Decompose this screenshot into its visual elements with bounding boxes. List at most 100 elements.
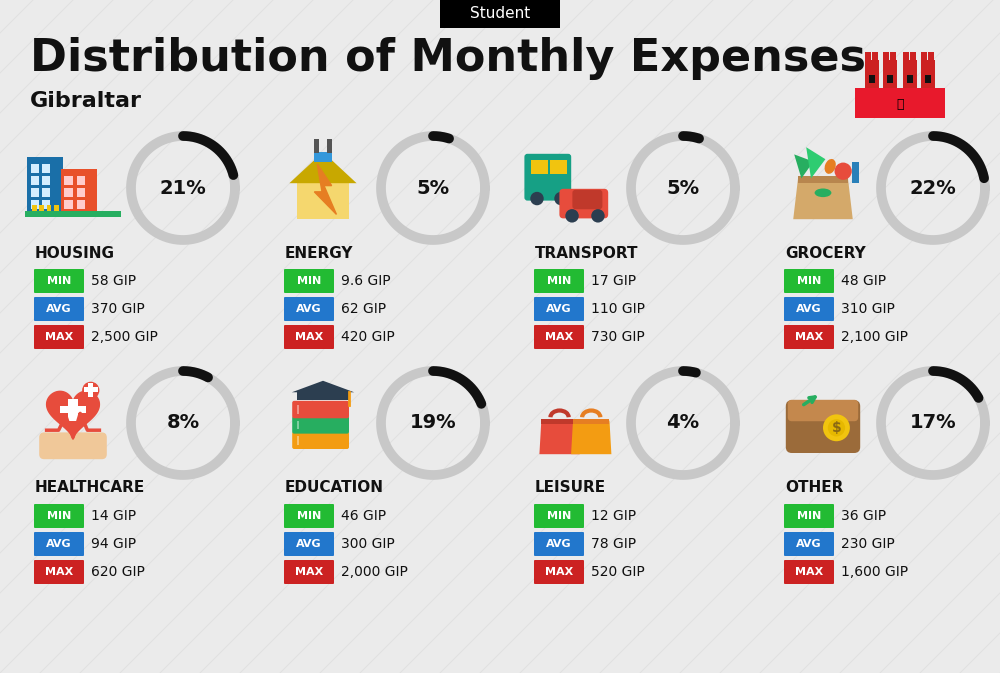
Bar <box>77 176 85 184</box>
Circle shape <box>530 192 544 205</box>
Bar <box>921 60 935 88</box>
FancyBboxPatch shape <box>784 297 834 321</box>
FancyBboxPatch shape <box>534 297 584 321</box>
Bar <box>84 388 98 392</box>
FancyBboxPatch shape <box>559 189 608 219</box>
Bar <box>550 160 567 174</box>
Ellipse shape <box>815 188 831 197</box>
Text: Distribution of Monthly Expenses: Distribution of Monthly Expenses <box>30 36 866 79</box>
Text: MAX: MAX <box>795 567 823 577</box>
Text: Gibraltar: Gibraltar <box>30 91 142 111</box>
Bar <box>297 392 349 400</box>
Bar <box>887 75 893 83</box>
Text: 21%: 21% <box>160 178 206 197</box>
Bar <box>541 419 578 424</box>
Bar <box>31 200 39 209</box>
Circle shape <box>835 163 852 180</box>
FancyBboxPatch shape <box>534 325 584 349</box>
Text: 310 GIP: 310 GIP <box>841 302 895 316</box>
Bar <box>869 75 875 83</box>
Text: 2,500 GIP: 2,500 GIP <box>91 330 158 344</box>
Bar <box>32 205 37 215</box>
Text: HOUSING: HOUSING <box>35 246 115 260</box>
Text: MIN: MIN <box>797 276 821 286</box>
FancyBboxPatch shape <box>34 269 84 293</box>
Bar <box>27 157 63 215</box>
Bar <box>39 205 44 215</box>
Text: MIN: MIN <box>47 511 71 521</box>
Polygon shape <box>292 381 354 392</box>
Text: AVG: AVG <box>296 304 322 314</box>
Bar <box>47 205 51 215</box>
Text: AVG: AVG <box>296 539 322 549</box>
Text: MAX: MAX <box>45 567 73 577</box>
Bar <box>297 183 349 219</box>
Text: 94 GIP: 94 GIP <box>91 537 136 551</box>
Text: MAX: MAX <box>295 567 323 577</box>
FancyBboxPatch shape <box>440 0 560 28</box>
Text: EDUCATION: EDUCATION <box>285 481 384 495</box>
FancyBboxPatch shape <box>534 269 584 293</box>
Text: MAX: MAX <box>545 567 573 577</box>
Bar <box>61 169 97 215</box>
Circle shape <box>823 415 850 441</box>
Text: GROCERY: GROCERY <box>785 246 866 260</box>
FancyBboxPatch shape <box>34 325 84 349</box>
Bar <box>64 176 73 184</box>
FancyBboxPatch shape <box>534 560 584 584</box>
Polygon shape <box>539 421 580 454</box>
Text: AVG: AVG <box>546 539 572 549</box>
Bar <box>883 60 897 88</box>
Bar <box>68 399 78 421</box>
Text: 2,000 GIP: 2,000 GIP <box>341 565 408 579</box>
Bar <box>865 60 879 88</box>
Text: AVG: AVG <box>796 539 822 549</box>
Text: AVG: AVG <box>546 304 572 314</box>
Bar <box>865 52 871 60</box>
Bar <box>88 383 93 396</box>
Text: 730 GIP: 730 GIP <box>591 330 645 344</box>
Text: 🔑: 🔑 <box>896 98 904 112</box>
Bar <box>314 152 332 162</box>
Text: 36 GIP: 36 GIP <box>841 509 886 523</box>
FancyBboxPatch shape <box>39 432 107 459</box>
FancyBboxPatch shape <box>784 560 834 584</box>
Bar <box>903 52 909 60</box>
Bar <box>42 188 50 197</box>
Bar <box>297 436 299 445</box>
Text: 17%: 17% <box>910 413 956 433</box>
Bar <box>925 75 931 83</box>
Text: MIN: MIN <box>547 511 571 521</box>
Polygon shape <box>794 154 813 178</box>
Text: 300 GIP: 300 GIP <box>341 537 395 551</box>
FancyBboxPatch shape <box>784 269 834 293</box>
FancyBboxPatch shape <box>284 297 334 321</box>
Polygon shape <box>793 178 853 219</box>
Bar <box>84 388 98 392</box>
Bar <box>31 176 39 184</box>
Text: MAX: MAX <box>45 332 73 342</box>
Bar <box>88 383 93 396</box>
Text: TRANSPORT: TRANSPORT <box>535 246 639 260</box>
Bar <box>25 211 121 217</box>
Bar <box>42 176 50 184</box>
Text: 110 GIP: 110 GIP <box>591 302 645 316</box>
Text: 17 GIP: 17 GIP <box>591 274 636 288</box>
Bar <box>910 52 916 60</box>
FancyBboxPatch shape <box>784 532 834 556</box>
Text: MAX: MAX <box>545 332 573 342</box>
Text: 22%: 22% <box>910 178 956 197</box>
Text: MIN: MIN <box>547 276 571 286</box>
FancyBboxPatch shape <box>34 560 84 584</box>
FancyBboxPatch shape <box>284 269 334 293</box>
Bar <box>77 200 85 209</box>
FancyBboxPatch shape <box>784 325 834 349</box>
Bar <box>907 75 913 83</box>
Text: 8%: 8% <box>166 413 200 433</box>
Text: 9.6 GIP: 9.6 GIP <box>341 274 391 288</box>
Polygon shape <box>571 421 611 454</box>
Bar <box>77 188 85 197</box>
Text: MAX: MAX <box>295 332 323 342</box>
Text: LEISURE: LEISURE <box>535 481 606 495</box>
Bar <box>928 52 934 60</box>
